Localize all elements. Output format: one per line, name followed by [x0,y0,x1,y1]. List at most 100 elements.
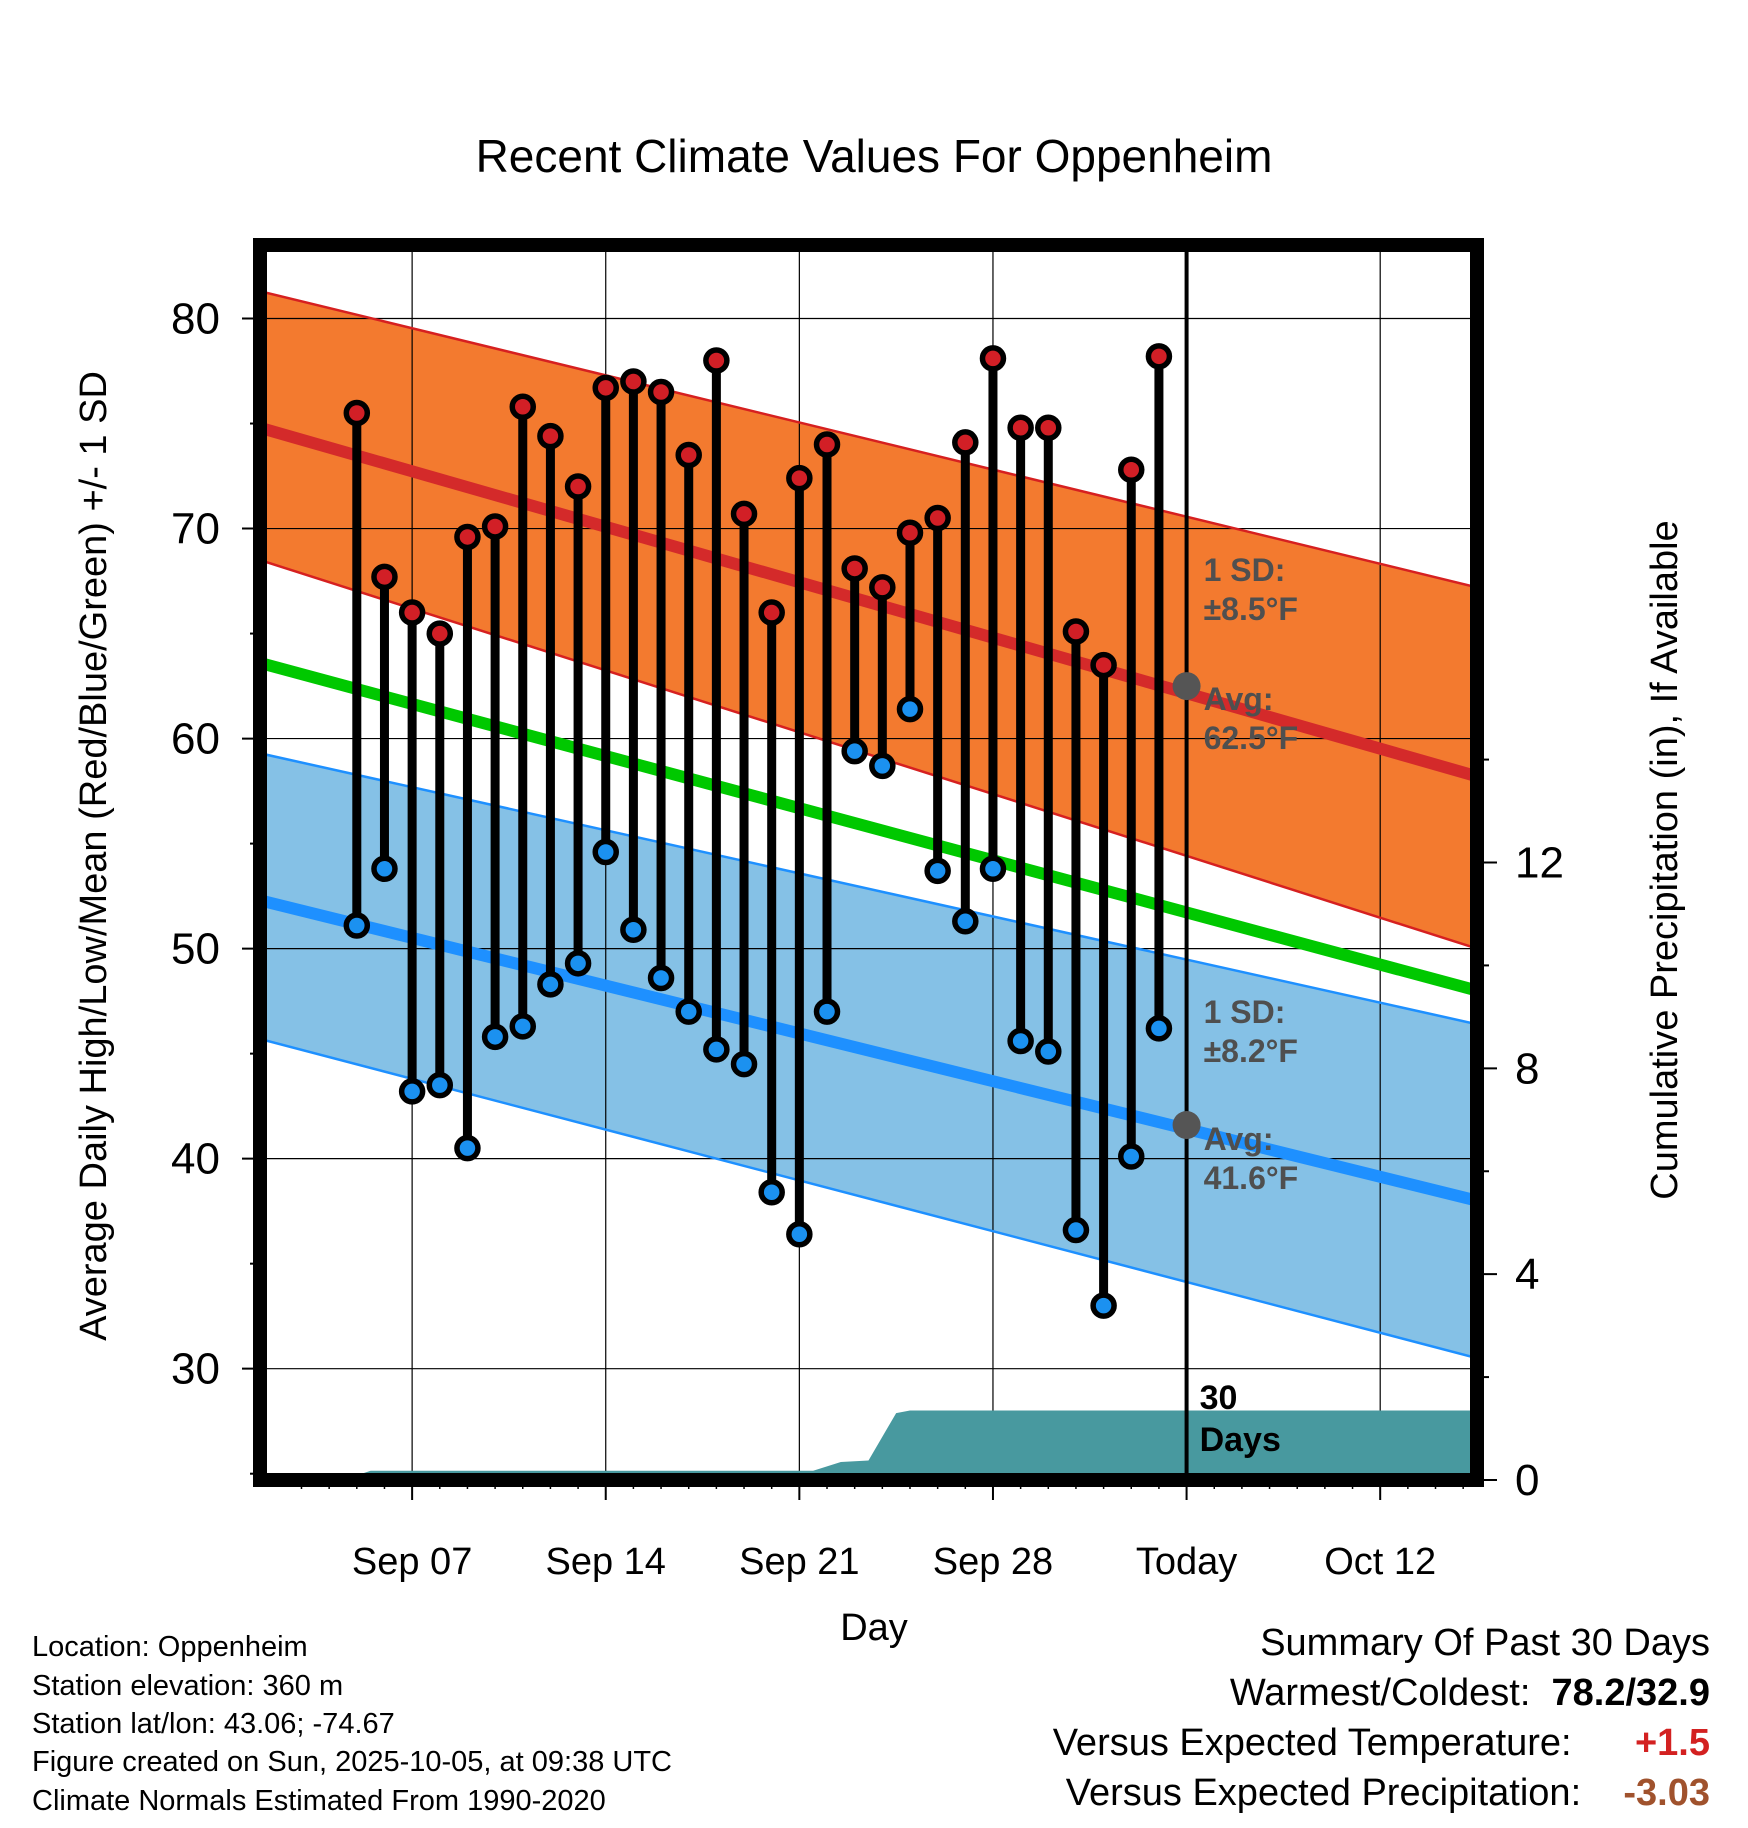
high-sd-upper-edge [260,289,1477,589]
high-sd-lower-edge [260,558,1477,950]
y-tick-label: 50 [171,925,220,974]
footer-normals: Climate Normals Estimated From 1990-2020 [32,1785,606,1817]
summary-precip-row: Versus Expected Precipitation: -3.03 [1066,1774,1710,1812]
high-point [1062,618,1090,645]
annotation-line1: 1 SD: [1204,552,1286,588]
daily-observation [371,563,398,883]
annotation-line2: ±8.2°F [1204,1033,1298,1069]
summary-temp-value: +1.5 [1634,1722,1710,1764]
low-point [343,912,371,939]
annotation-line1: Avg: [1204,681,1274,717]
high-point [647,378,675,406]
annotation-line1: 1 SD: [1204,994,1286,1030]
today-avg-low-marker [1172,1111,1201,1140]
daily-observation [564,473,592,977]
daily-observation [426,620,454,1099]
daily-observation [509,393,537,1040]
low-sd-lower-edge [260,1037,1477,1360]
daily-observation [481,513,509,1051]
low-point [952,908,979,935]
footer-location: Location: Oppenheim [32,1631,308,1663]
high-point [896,519,924,546]
annotation: Avg:62.5°F [1204,681,1299,756]
low-point [730,1050,758,1078]
low-sd-upper-edge [260,752,1477,1026]
high-point [564,473,592,500]
low-point [703,1036,730,1063]
low-point [509,1013,537,1040]
high-point [509,393,537,420]
summary-temp-label: Versus Expected Temperature: [1052,1722,1572,1764]
y2-tick-label: 4 [1515,1250,1539,1299]
summary-warmest-value: 78.2/32.9 [1551,1672,1710,1714]
today-avg-high-marker [1172,672,1201,701]
daily-observation [343,399,371,939]
low-point [896,695,924,723]
footer-created: Figure created on Sun, 2025-10-05, at 09… [32,1746,672,1778]
daily-observation [1062,618,1090,1244]
daily-observation [924,504,951,885]
footer-elevation: Station elevation: 360 m [32,1670,344,1702]
chart-title: Recent Climate Values For Oppenheim [476,130,1273,182]
high-point [426,620,454,647]
annotation: Avg:41.6°F [1204,1121,1299,1196]
x-tick-label: Today [1136,1541,1237,1583]
low-point [869,752,896,780]
daily-observation [592,374,619,866]
low-point [813,998,841,1025]
high-point [813,431,841,458]
low-point [371,855,398,883]
annotation-line1: Avg: [1204,1121,1274,1157]
high-point [869,574,896,601]
low-point [924,857,951,885]
low-point [979,855,1007,883]
annotation-line2: 62.5°F [1204,720,1299,756]
y-axis-label: Average Daily High/Low/Mean (Red/Blue/Gr… [73,371,115,1341]
window-label-number: 30 [1200,1379,1238,1417]
daily-observation [647,378,675,992]
x-tick-label: Sep 28 [933,1541,1053,1583]
summary-precip-value: -3.03 [1623,1772,1710,1814]
summary-title: Summary Of Past 30 Days [1260,1622,1710,1664]
footer-latlon: Station lat/lon: 43.06; -74.67 [32,1708,395,1740]
low-point [758,1179,785,1206]
high-point [592,374,619,402]
low-point [620,916,647,943]
low-point [1118,1143,1145,1170]
annotation: 1 SD:±8.5°F [1204,552,1298,627]
y-tick-label: 70 [171,505,220,554]
high-point [758,599,785,626]
low-point [1007,1027,1034,1055]
daily-observation [786,464,813,1248]
low-point [426,1071,454,1099]
high-point [481,513,509,540]
low-normal-line [260,894,1477,1207]
summary-temp-row: Versus Expected Temperature: +1.5 [1053,1724,1710,1762]
daily-observation [1118,456,1145,1170]
daily-observation [1090,651,1117,1319]
high-point [1090,651,1117,679]
y2-axis-label: Cumulative Precipitation (in), If Availa… [1644,520,1686,1199]
low-point [1145,1015,1173,1042]
precipitation-area [260,1410,1477,1480]
low-point [786,1221,813,1248]
high-point [703,347,730,374]
low-point [537,971,564,998]
low-point [592,838,619,866]
daily-observation [620,368,647,943]
high-sd-band [260,291,1477,949]
daily-observation [703,347,730,1063]
x-axis-label: Day [840,1607,908,1649]
annotation-line2: ±8.5°F [1204,591,1298,627]
high-point [371,563,398,591]
daily-observation [1007,414,1034,1055]
low-point [564,950,592,977]
x-tick-label: Oct 12 [1324,1541,1436,1583]
high-point [620,368,647,395]
high-point [1007,414,1034,441]
daily-observation [730,500,758,1078]
y-tick-label: 80 [171,295,220,344]
high-point [979,345,1007,372]
high-point [343,399,371,427]
